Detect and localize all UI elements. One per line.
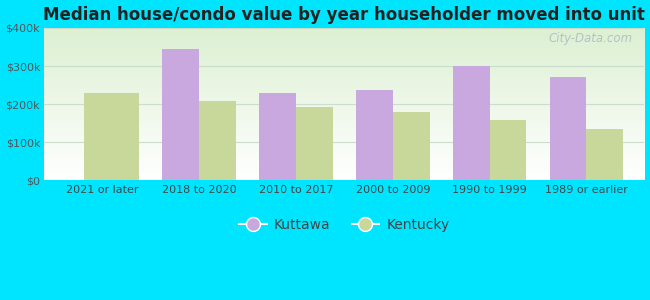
Legend: Kuttawa, Kentucky: Kuttawa, Kentucky bbox=[234, 212, 455, 238]
Bar bbox=[489, 120, 526, 180]
Bar bbox=[162, 49, 199, 180]
Bar bbox=[103, 94, 139, 180]
Bar bbox=[586, 129, 623, 180]
Text: City-Data.com: City-Data.com bbox=[549, 32, 632, 46]
Bar bbox=[84, 94, 121, 180]
Bar bbox=[259, 94, 296, 180]
Bar bbox=[356, 90, 393, 180]
Bar bbox=[453, 66, 489, 180]
Bar bbox=[393, 112, 430, 180]
Bar bbox=[550, 77, 586, 180]
Bar bbox=[199, 101, 236, 180]
Title: Median house/condo value by year householder moved into unit: Median house/condo value by year househo… bbox=[44, 6, 645, 24]
Bar bbox=[296, 107, 333, 180]
